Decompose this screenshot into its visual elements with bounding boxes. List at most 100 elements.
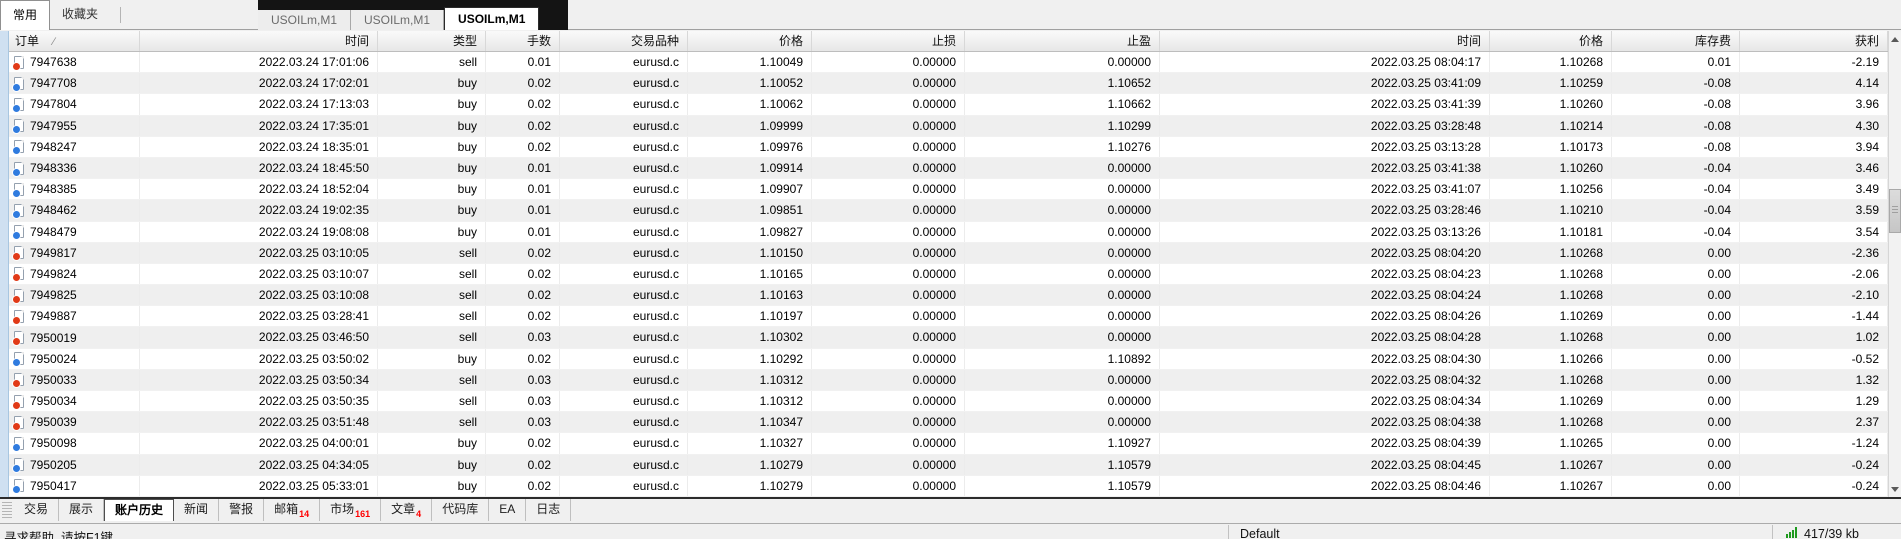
toolbar-grip-icon[interactable] xyxy=(120,7,122,23)
toolbar-tab-favorites[interactable]: 收藏夹 xyxy=(62,7,99,21)
terminal-tab-11[interactable]: 日志 xyxy=(526,499,572,521)
buy-order-icon xyxy=(12,479,24,495)
cell-tp: 1.10579 xyxy=(965,475,1160,496)
status-profile[interactable]: Default xyxy=(1240,527,1280,539)
terminal-tab-9[interactable]: 代码库 xyxy=(432,499,490,521)
table-row[interactable]: 7947804 2022.03.24 17:13:03 buy 0.02 eurusd.… xyxy=(9,94,1888,116)
cell-tp: 0.00000 xyxy=(965,285,1160,306)
chart-tab-2[interactable]: USOILm,M1 xyxy=(351,10,445,30)
column-header-order[interactable]: 订单 ∕ xyxy=(9,31,140,51)
cell-order: 7948385 xyxy=(9,179,140,200)
table-row[interactable]: 7948479 2022.03.24 19:08:08 buy 0.01 eurusd.… xyxy=(9,221,1888,243)
buy-order-icon xyxy=(12,225,24,241)
cell-swap: -0.04 xyxy=(1612,200,1740,221)
terminal-tab-4[interactable]: 新闻 xyxy=(174,499,220,521)
column-header-open_time[interactable]: 时间 xyxy=(140,31,378,51)
table-row[interactable]: 7950019 2022.03.25 03:46:50 sell 0.03 eurusd… xyxy=(9,327,1888,349)
column-header-lots[interactable]: 手数 xyxy=(486,31,560,51)
cell-close_time: 2022.03.25 03:41:07 xyxy=(1160,179,1490,200)
buy-order-icon xyxy=(12,140,24,156)
table-row[interactable]: 7950034 2022.03.25 03:50:35 sell 0.03 eurusd… xyxy=(9,391,1888,413)
unread-count-badge: 4 xyxy=(416,509,422,519)
table-row[interactable]: 7950039 2022.03.25 03:51:48 sell 0.03 eurusd… xyxy=(9,412,1888,434)
table-row[interactable]: 7950033 2022.03.25 03:50:34 sell 0.03 eurusd… xyxy=(9,369,1888,391)
cell-swap: -0.08 xyxy=(1612,136,1740,157)
table-row[interactable]: 7949825 2022.03.25 03:10:08 sell 0.02 eurusd… xyxy=(9,285,1888,307)
table-row[interactable]: 7948336 2022.03.24 18:45:50 buy 0.01 eurusd.… xyxy=(9,157,1888,180)
cell-close_time: 2022.03.25 03:28:46 xyxy=(1160,200,1490,221)
terminal-tab-8[interactable]: 文章4 xyxy=(381,499,433,521)
table-row[interactable]: 7950205 2022.03.25 04:34:05 buy 0.02 eurusd.… xyxy=(9,454,1888,476)
cell-lots: 0.01 xyxy=(486,200,560,221)
terminal-tab-1[interactable]: 交易 xyxy=(14,499,60,521)
cell-type: sell xyxy=(378,306,486,327)
terminal-tab-label: 文章 xyxy=(391,502,416,516)
order-id: 7949824 xyxy=(30,266,77,281)
cell-swap: 0.00 xyxy=(1612,475,1740,496)
cell-open_time: 2022.03.25 05:33:01 xyxy=(140,475,378,496)
column-header-profit[interactable]: 获利 xyxy=(1740,31,1888,51)
cell-close_price: 1.10173 xyxy=(1490,136,1612,157)
terminal-tab-3[interactable]: 账户历史 xyxy=(104,499,175,521)
scroll-up-button[interactable] xyxy=(1889,31,1901,47)
table-row[interactable]: 7950417 2022.03.25 05:33:01 buy 0.02 eurusd.… xyxy=(9,475,1888,497)
table-row[interactable]: 7947708 2022.03.24 17:02:01 buy 0.02 eurusd.… xyxy=(9,73,1888,95)
order-id: 7950205 xyxy=(30,457,77,472)
column-header-close_price[interactable]: 价格 xyxy=(1490,31,1612,51)
chart-tab-3[interactable]: USOILm,M1 xyxy=(444,7,540,30)
cell-profit: 3.49 xyxy=(1740,179,1888,200)
buy-order-icon xyxy=(12,203,24,219)
column-header-close_time[interactable]: 时间 xyxy=(1160,31,1490,51)
cell-open_price: 1.10049 xyxy=(688,52,812,73)
order-id: 7948247 xyxy=(30,139,77,154)
vertical-scrollbar[interactable] xyxy=(1888,31,1901,497)
chart-tab-1[interactable]: USOILm,M1 xyxy=(258,10,352,30)
terminal-tab-2[interactable]: 展示 xyxy=(59,499,105,521)
terminal-tab-10[interactable]: EA xyxy=(489,499,527,521)
column-header-tp[interactable]: 止盈 xyxy=(965,31,1160,51)
cell-lots: 0.02 xyxy=(486,306,560,327)
cell-swap: 0.00 xyxy=(1612,242,1740,263)
scroll-down-button[interactable] xyxy=(1889,481,1901,497)
table-row[interactable]: 7950098 2022.03.25 04:00:01 buy 0.02 eurusd.… xyxy=(9,433,1888,455)
cell-lots: 0.03 xyxy=(486,327,560,348)
cell-sl: 0.00000 xyxy=(812,327,965,348)
cell-tp: 1.10579 xyxy=(965,454,1160,475)
cell-open_time: 2022.03.24 17:13:03 xyxy=(140,94,378,115)
column-header-swap[interactable]: 库存费 xyxy=(1612,31,1740,51)
cell-close_price: 1.10256 xyxy=(1490,179,1612,200)
table-row[interactable]: 7947955 2022.03.24 17:35:01 buy 0.02 eurusd.… xyxy=(9,115,1888,137)
column-header-open_price[interactable]: 价格 xyxy=(688,31,812,51)
cell-lots: 0.02 xyxy=(486,73,560,94)
cell-sl: 0.00000 xyxy=(812,94,965,115)
column-header-sl[interactable]: 止损 xyxy=(812,31,965,51)
table-row[interactable]: 7948247 2022.03.24 18:35:01 buy 0.02 eurusd.… xyxy=(9,136,1888,158)
cell-lots: 0.03 xyxy=(486,391,560,412)
order-id: 7948336 xyxy=(30,161,77,176)
cell-symbol: eurusd.c xyxy=(560,221,688,242)
terminal-tab-6[interactable]: 邮箱14 xyxy=(264,499,321,521)
order-id: 7949825 xyxy=(30,288,77,303)
cell-type: sell xyxy=(378,391,486,412)
toolbar-tab-common[interactable]: 常用 xyxy=(0,0,51,30)
table-row[interactable]: 7949887 2022.03.25 03:28:41 sell 0.02 eurusd… xyxy=(9,306,1888,328)
terminal-grip-icon[interactable] xyxy=(2,502,12,518)
table-row[interactable]: 7949824 2022.03.25 03:10:07 sell 0.02 eurusd… xyxy=(9,263,1888,286)
cell-tp: 0.00000 xyxy=(965,369,1160,390)
cell-symbol: eurusd.c xyxy=(560,475,688,496)
cell-tp: 1.10927 xyxy=(965,433,1160,454)
terminal-tab-7[interactable]: 市场161 xyxy=(320,499,382,521)
column-header-type[interactable]: 类型 xyxy=(378,31,486,51)
terminal-tab-5[interactable]: 警报 xyxy=(219,499,265,521)
table-row[interactable]: 7948462 2022.03.24 19:02:35 buy 0.01 eurusd.… xyxy=(9,200,1888,222)
cell-order: 7950417 xyxy=(9,475,140,496)
table-row[interactable]: 7948385 2022.03.24 18:52:04 buy 0.01 eurusd.… xyxy=(9,179,1888,201)
cell-profit: -2.10 xyxy=(1740,285,1888,306)
scrollbar-thumb[interactable] xyxy=(1889,189,1901,233)
cell-close_price: 1.10269 xyxy=(1490,391,1612,412)
table-row[interactable]: 7950024 2022.03.25 03:50:02 buy 0.02 eurusd.… xyxy=(9,348,1888,370)
column-header-symbol[interactable]: 交易品种 xyxy=(560,31,688,51)
table-row[interactable]: 7949817 2022.03.25 03:10:05 sell 0.02 eurusd… xyxy=(9,242,1888,264)
order-id: 7947804 xyxy=(30,97,77,112)
table-row[interactable]: 7947638 2022.03.24 17:01:06 sell 0.01 eurusd… xyxy=(9,52,1888,74)
